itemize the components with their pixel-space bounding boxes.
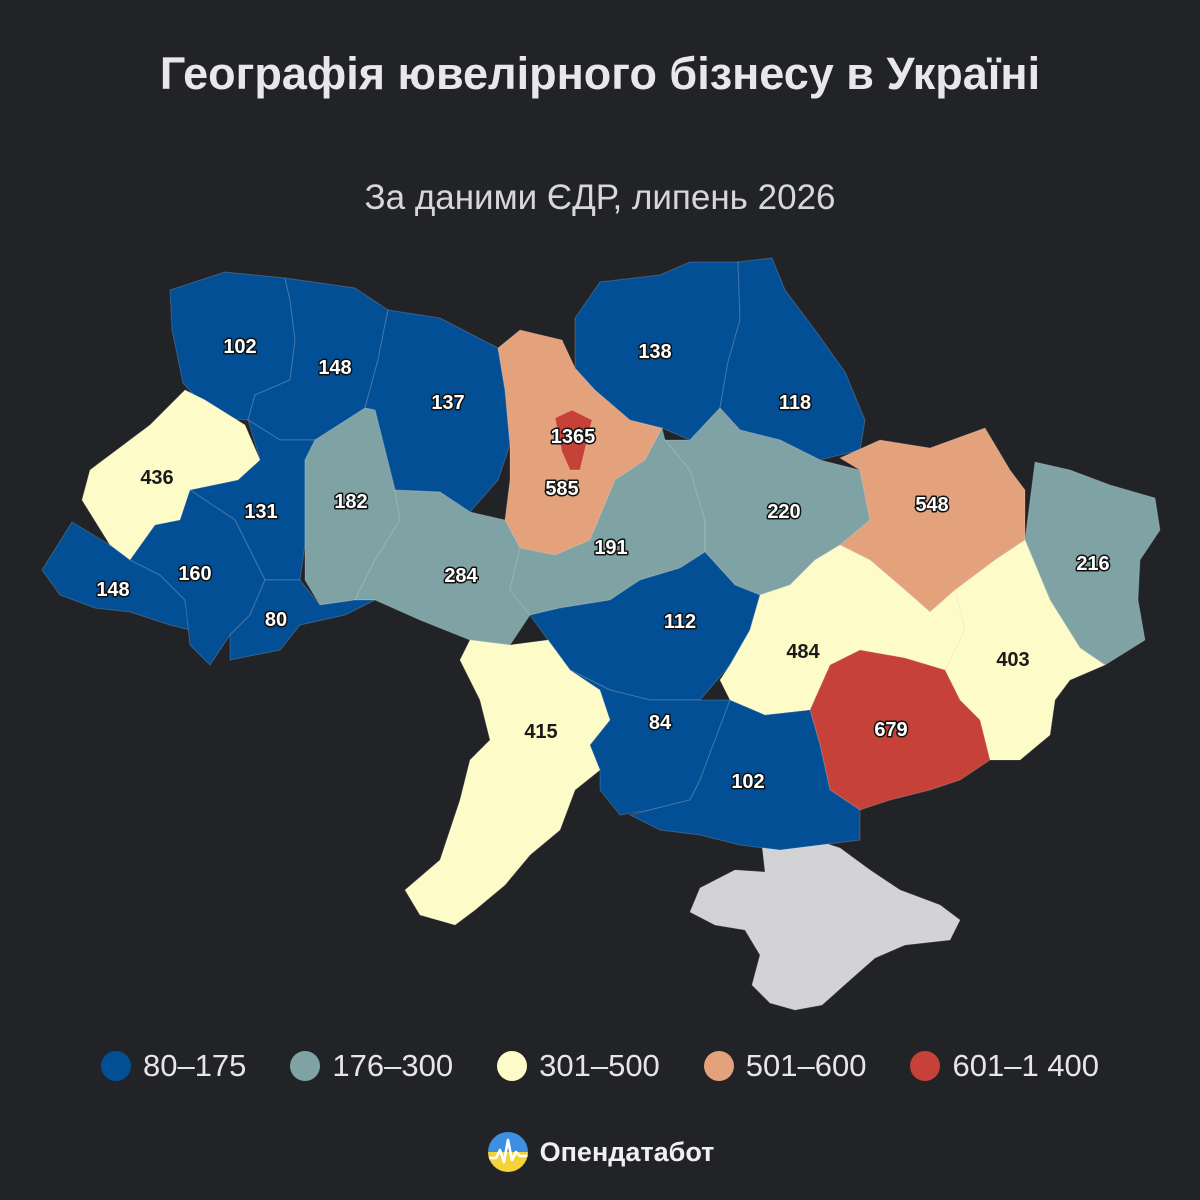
region-value-cherkasy: 191 <box>594 537 627 559</box>
legend-item: 601–1 400 <box>910 1048 1099 1084</box>
region-crimea <box>689 834 961 1011</box>
region-value-vinnytsia: 284 <box>444 565 478 587</box>
legend-swatch <box>703 1051 734 1081</box>
region-value-kyiv-oblast: 585 <box>545 478 578 500</box>
legend-swatch <box>497 1051 528 1081</box>
region-odesa <box>404 639 611 926</box>
legend-swatch <box>290 1051 321 1081</box>
opendatabot-logo-icon <box>487 1132 528 1172</box>
legend-item: 501–600 <box>703 1048 867 1084</box>
region-value-kherson: 102 <box>731 771 764 793</box>
legend-item: 176–300 <box>290 1048 453 1084</box>
region-value-kirovohrad: 112 <box>664 611 696 633</box>
region-value-odesa: 415 <box>524 721 557 743</box>
brand: Опендатабот <box>0 1130 1200 1174</box>
region-value-khmelnytskyi: 182 <box>334 491 367 513</box>
legend-label: 80–175 <box>142 1048 247 1083</box>
legend-label: 301–500 <box>539 1048 660 1083</box>
region-value-zakarpattia: 148 <box>96 579 129 601</box>
region-value-sumy: 118 <box>779 392 811 414</box>
region-kyiv-city <box>554 409 593 471</box>
region-value-lviv: 436 <box>140 467 173 489</box>
legend-item: 80–175 <box>100 1048 247 1084</box>
legend-swatch <box>100 1051 131 1081</box>
region-sumy <box>719 257 866 461</box>
region-value-kharkiv: 548 <box>915 494 948 516</box>
region-value-zhytomyr: 137 <box>431 392 464 414</box>
region-value-luhansk: 216 <box>1076 553 1109 575</box>
region-value-chernihiv: 138 <box>638 341 671 363</box>
page-subtitle: За даними ЄДР, липень 2026 <box>364 178 836 217</box>
region-value-poltava: 220 <box>767 501 800 523</box>
region-value-ivano-frankivsk: 160 <box>178 563 211 585</box>
region-kherson <box>628 699 861 851</box>
region-value-donetsk: 403 <box>996 649 1029 671</box>
region-value-kyiv-city: 1365 <box>551 426 596 448</box>
brand-name: Опендатабот <box>539 1136 715 1167</box>
legend-swatch <box>910 1051 941 1081</box>
region-value-rivne: 148 <box>318 357 351 379</box>
region-value-volyn: 102 <box>223 336 256 358</box>
legend-label: 601–1 400 <box>952 1048 1100 1083</box>
region-zakarpattia <box>41 521 191 631</box>
region-chernivtsi <box>229 579 376 661</box>
region-value-chernivtsi: 80 <box>265 609 287 631</box>
page-title: Географія ювелірного бізнесу в Україні <box>159 48 1041 99</box>
region-value-mykolaiv: 84 <box>649 712 672 734</box>
region-value-zaporizhzhia: 679 <box>874 719 907 741</box>
region-value-ternopil: 131 <box>244 501 277 523</box>
legend-item: 301–500 <box>497 1048 660 1084</box>
region-value-dnipropetrovsk: 484 <box>786 641 820 663</box>
legend: 80–175 176–300 301–500 501–600 601–1 400 <box>0 1048 1200 1084</box>
legend-label: 501–600 <box>745 1048 867 1083</box>
legend-label: 176–300 <box>332 1048 454 1083</box>
